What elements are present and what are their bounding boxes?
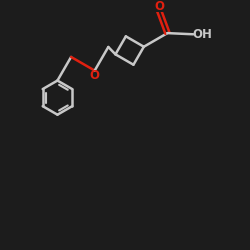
Text: O: O — [90, 69, 100, 82]
Text: OH: OH — [192, 28, 212, 41]
Text: O: O — [154, 0, 164, 12]
